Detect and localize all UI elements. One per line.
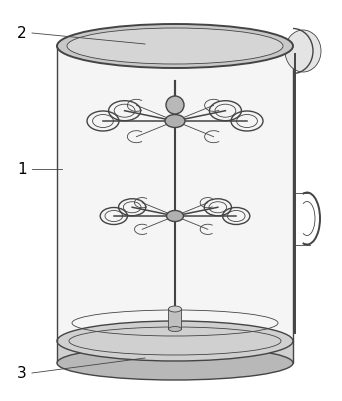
Ellipse shape (57, 25, 293, 69)
Ellipse shape (169, 327, 182, 332)
Ellipse shape (57, 321, 293, 361)
Ellipse shape (57, 346, 293, 380)
Ellipse shape (67, 29, 283, 65)
Ellipse shape (165, 115, 185, 128)
Polygon shape (57, 341, 293, 363)
Text: 1: 1 (17, 162, 27, 177)
Text: 3: 3 (17, 366, 27, 381)
Ellipse shape (166, 97, 184, 115)
Bar (169, 309, 182, 329)
Polygon shape (57, 47, 293, 341)
Ellipse shape (169, 306, 182, 312)
Ellipse shape (285, 31, 321, 73)
Ellipse shape (167, 211, 184, 222)
Text: 2: 2 (17, 26, 27, 41)
